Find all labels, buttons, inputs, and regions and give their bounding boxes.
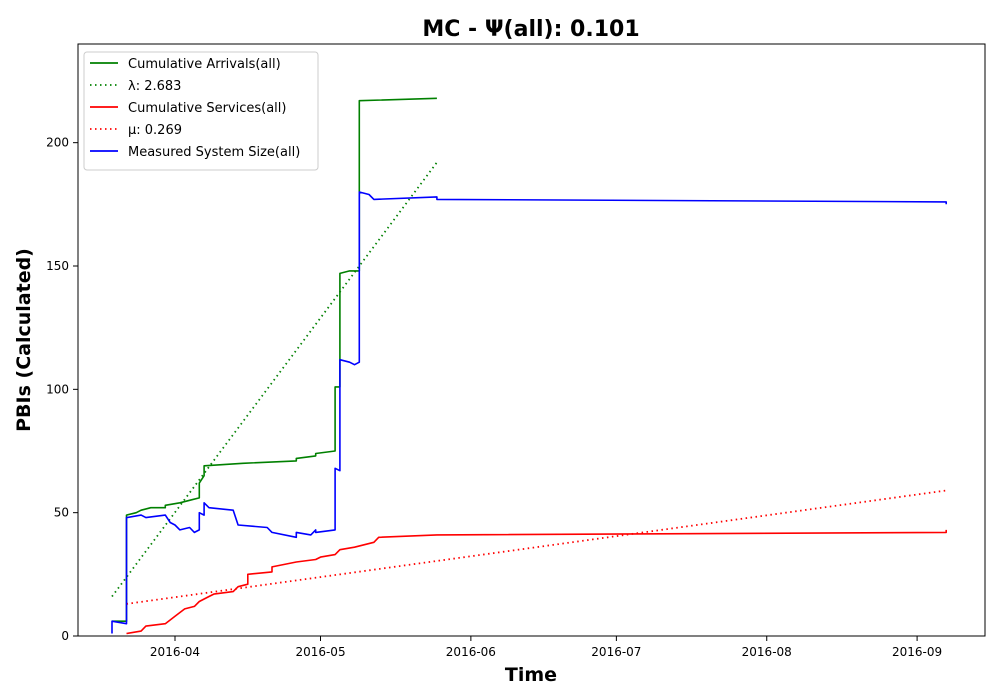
y-tick-label: 200 [46,136,69,150]
series-line-4 [111,191,948,634]
y-tick-label: 100 [46,382,69,396]
y-tick-label: 0 [61,629,69,643]
legend-entry-label: Measured System Size(all) [128,145,300,160]
x-tick-label: 2016-05 [295,645,345,659]
plot-frame [77,43,986,637]
x-tick-label: 2016-04 [150,645,200,659]
legend-entry-label: μ: 0.269 [128,123,182,138]
chart-title: MC - Ψ(all): 0.101 [422,17,639,42]
y-axis-title: PBIs (Calculated) [13,248,35,432]
legend-entry-label: Cumulative Services(all) [128,101,286,116]
series-line-3 [126,489,947,605]
axis-ticks: 2016-04 2016-05 2016-06 2016-07 2016-08 2016-… [46,136,942,659]
x-tick-label: 2016-09 [892,645,942,659]
y-tick-label: 150 [46,259,69,273]
plot-area [111,97,948,635]
x-axis-title: Time [505,664,557,686]
legend-entry-label: λ: 2.683 [128,79,181,94]
legend-entry-label: Cumulative Arrivals(all) [128,57,281,72]
legend: Cumulative Arrivals(all) λ: 2.683 Cumulati… [83,51,319,171]
x-tick-label: 2016-06 [446,645,496,659]
series-line-2 [126,529,948,635]
series-line-0 [112,97,437,623]
legend-box [83,51,319,171]
x-tick-label: 2016-08 [742,645,792,659]
series-line-1 [111,161,438,598]
x-tick-label: 2016-07 [591,645,641,659]
y-tick-label: 50 [54,506,69,520]
